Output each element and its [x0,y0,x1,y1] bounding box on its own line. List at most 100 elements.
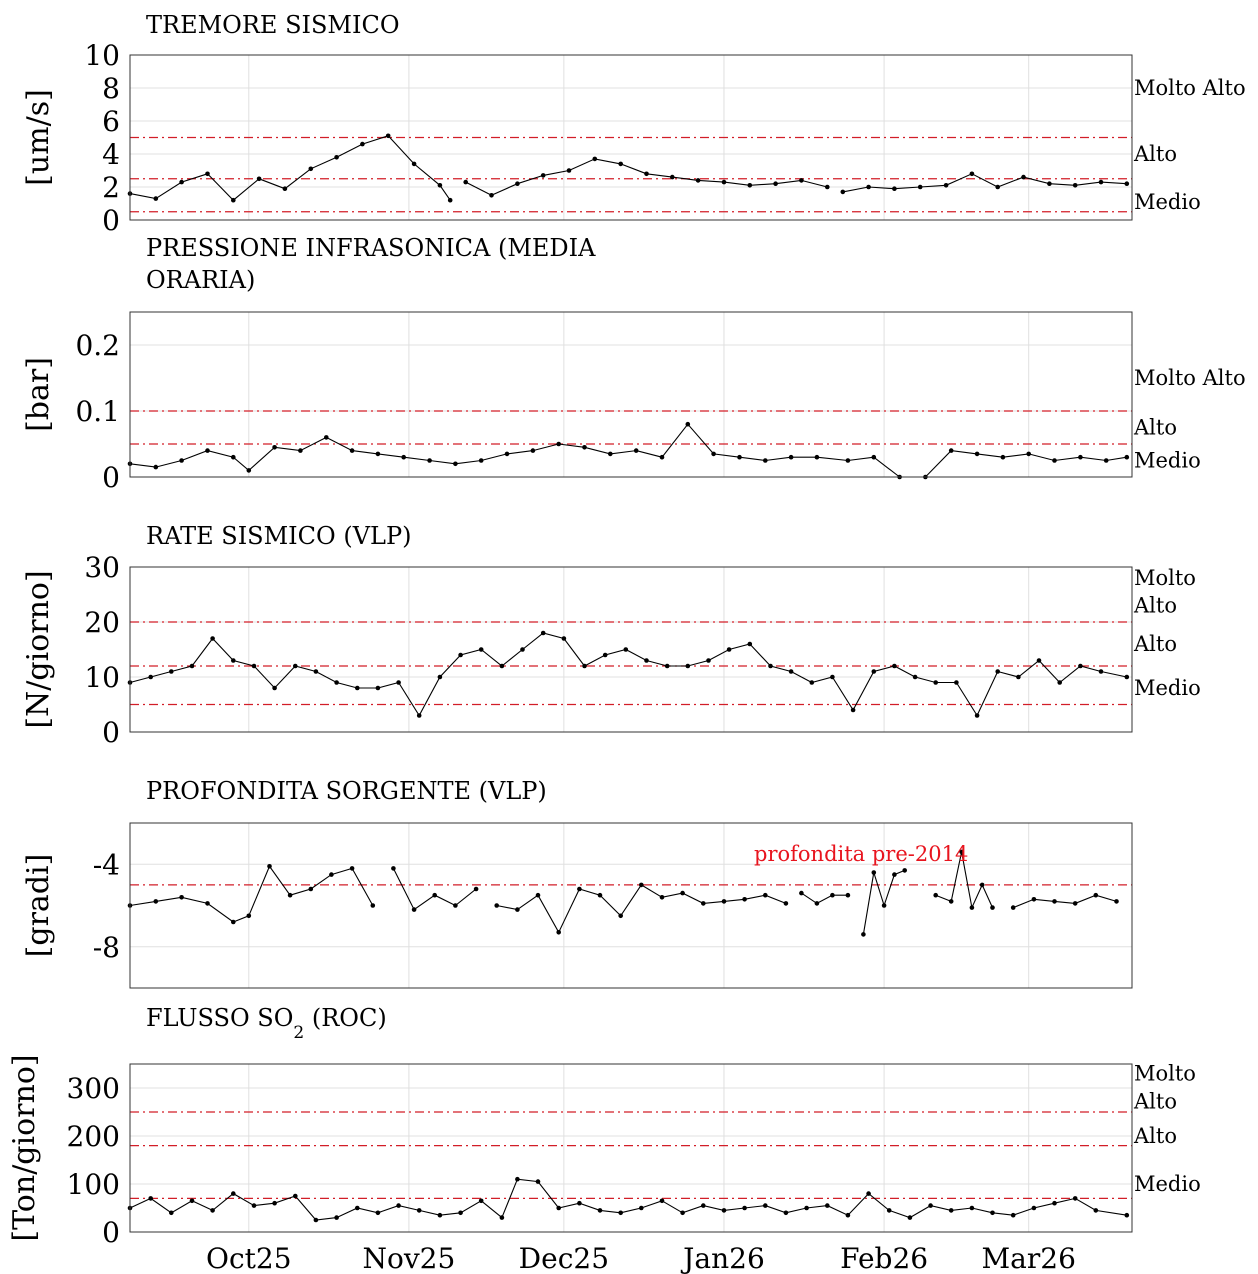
data-point [556,1205,561,1211]
data-point [375,685,381,691]
data-point [948,448,954,453]
x-tick-label: Feb26 [840,1242,928,1274]
data-point [416,1208,422,1213]
data-point [639,1205,644,1211]
data-point [602,652,608,658]
data-point [912,674,918,680]
data-point [1057,680,1062,685]
data-point [205,171,210,177]
data-point [349,448,355,453]
y-tick-label: -8 [93,931,120,964]
data-point [251,1203,257,1208]
data-point [850,707,856,713]
y-tick-label: 6 [102,105,120,138]
data-point [148,674,153,680]
series-line [842,173,1127,193]
y-tick-label: 0 [102,461,120,494]
data-point [597,1208,603,1213]
level-label: Alto [1133,594,1177,618]
data-point [349,866,355,871]
data-point [370,903,376,908]
data-point [990,1210,995,1216]
data-point [231,197,236,203]
data-point [721,899,727,904]
data-point [845,458,851,463]
data-point [293,663,298,669]
data-point [763,892,768,898]
data-point [246,913,252,919]
data-point [763,1203,768,1208]
data-point [246,468,252,473]
level-label: Alto [1133,142,1177,166]
data-point [355,1205,360,1211]
x-tick-label: Oct25 [206,1242,292,1274]
data-point [1016,674,1021,680]
data-point [892,872,897,877]
data-point [670,174,675,180]
data-point [799,178,804,183]
level-label: Molto Alto [1134,366,1246,390]
series-line [1012,894,1117,909]
data-point [169,669,174,674]
y-tick-label: 4 [102,138,120,171]
data-point [685,421,691,427]
y-tick-label: -4 [93,848,120,881]
data-point [974,713,980,718]
data-point [231,454,236,460]
data-point [706,658,711,663]
x-tick-label: Mar26 [982,1242,1076,1274]
data-point [391,866,396,871]
data-point [871,669,877,674]
data-point [1072,183,1078,188]
y-tick-label: 20 [84,606,120,639]
data-point [1052,458,1057,463]
data-point [969,171,975,177]
data-point [830,674,835,680]
data-point [695,178,701,183]
data-point [1072,901,1078,906]
data-point [561,636,567,641]
data-point [623,647,629,652]
data-point [917,184,923,190]
data-point [659,895,665,900]
data-point [334,680,339,685]
data-point [189,1198,195,1204]
panel-title-line2: ORARIA) [146,266,255,294]
data-point [251,663,257,669]
data-point [608,451,613,457]
data-point [205,901,210,906]
series-line [935,851,994,910]
data-point [355,685,360,691]
data-point [783,1210,789,1216]
title-main: FLUSSO SO [146,1004,293,1032]
plot-frame [129,566,1133,733]
series-line [129,423,1127,478]
data-point [845,892,851,898]
data-point [396,680,401,685]
data-point [411,161,417,167]
data-point [639,882,644,888]
data-point [324,435,329,440]
y-tick-label: 0 [102,204,120,237]
data-point [272,685,277,691]
data-point [530,448,536,453]
data-point [1124,181,1130,186]
y-axis-label: [N/giorno] [21,570,56,728]
data-point [515,181,520,186]
data-point [210,636,215,641]
data-point [871,870,877,875]
data-point [902,868,907,873]
data-point [334,155,339,160]
data-point [153,899,159,904]
data-point [453,461,458,467]
data-point [892,663,897,669]
panel-title: TREMORE SISMICO [146,11,400,39]
data-point [210,1208,215,1213]
data-point [788,669,794,674]
data-point [1124,1212,1130,1218]
level-label: Alto [1133,632,1177,656]
y-tick-label: 2 [102,171,120,204]
data-point [189,663,195,669]
panel-title: PRESSIONE INFRASONICA (MEDIA [146,234,596,262]
